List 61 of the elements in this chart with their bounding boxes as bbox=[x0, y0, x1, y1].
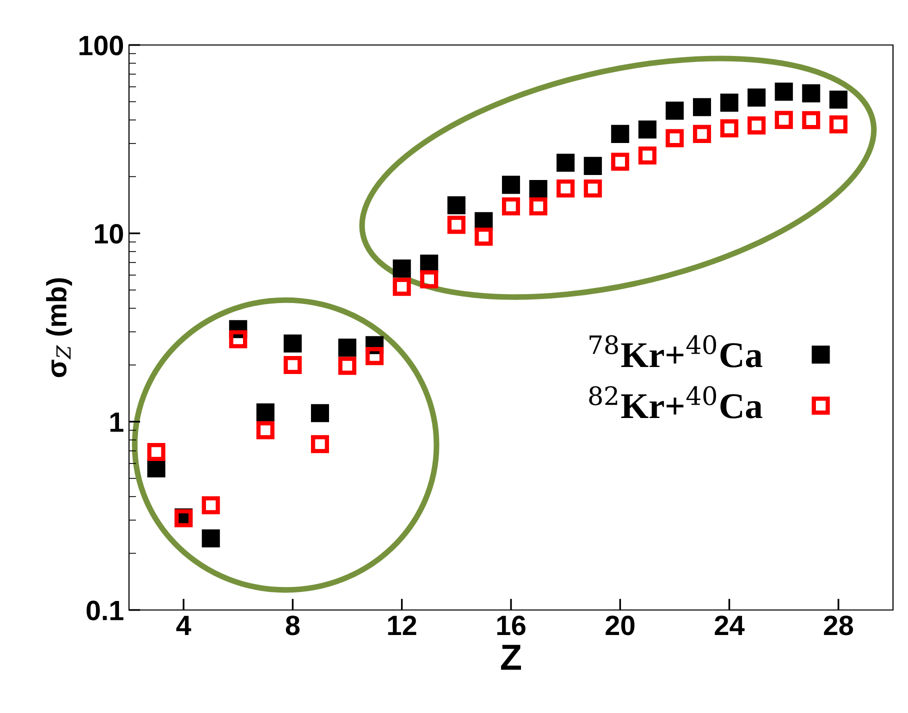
point bbox=[392, 260, 411, 278]
point bbox=[666, 129, 684, 148]
point bbox=[529, 180, 548, 198]
point bbox=[556, 154, 575, 172]
point bbox=[829, 90, 848, 109]
x-tick-label: 24 bbox=[714, 616, 745, 635]
point bbox=[502, 197, 520, 216]
point bbox=[584, 156, 602, 175]
point bbox=[692, 98, 712, 116]
point bbox=[529, 197, 548, 216]
x-tick-label: 28 bbox=[824, 616, 854, 636]
point bbox=[666, 102, 684, 120]
y-tick-label: 0.1 bbox=[86, 600, 124, 620]
point bbox=[447, 196, 466, 214]
point bbox=[310, 404, 330, 422]
point bbox=[256, 421, 274, 440]
point bbox=[638, 120, 656, 139]
y-tick-label: 10 bbox=[94, 224, 124, 244]
point bbox=[774, 110, 793, 129]
point bbox=[802, 84, 820, 102]
point bbox=[392, 278, 411, 296]
point bbox=[202, 529, 220, 548]
point bbox=[366, 347, 384, 366]
point bbox=[638, 146, 656, 165]
point bbox=[802, 111, 820, 130]
y-tick-label: 100 bbox=[80, 36, 124, 56]
point bbox=[256, 403, 274, 422]
y-tick-label: 1 bbox=[110, 412, 124, 432]
point bbox=[720, 119, 738, 138]
point bbox=[611, 152, 630, 171]
point bbox=[748, 88, 766, 107]
point bbox=[720, 94, 738, 112]
point bbox=[338, 356, 356, 375]
point bbox=[447, 216, 466, 234]
point bbox=[338, 338, 356, 357]
legend-label: $^{78}$Kr+$^{40}$Ca bbox=[590, 335, 762, 368]
x-tick-label: 20 bbox=[606, 616, 634, 636]
point bbox=[284, 356, 302, 374]
point bbox=[774, 82, 793, 101]
x-tick-label: 8 bbox=[286, 616, 300, 636]
point bbox=[474, 228, 493, 246]
x-tick-label: 4 bbox=[176, 616, 192, 635]
point bbox=[611, 124, 630, 143]
point bbox=[202, 496, 220, 514]
x-tick-label: 16 bbox=[497, 616, 526, 636]
point bbox=[829, 115, 848, 134]
point bbox=[147, 459, 166, 478]
point bbox=[147, 442, 166, 462]
point bbox=[229, 330, 248, 348]
y-axis-title: σ$_{Z}$ (mb) bbox=[46, 278, 72, 378]
point bbox=[420, 270, 438, 288]
point bbox=[748, 116, 766, 134]
x-tick-label: 12 bbox=[388, 616, 416, 635]
x-axis-title: Z bbox=[501, 644, 521, 670]
point bbox=[584, 179, 602, 198]
point bbox=[310, 435, 330, 454]
point bbox=[556, 179, 575, 198]
point bbox=[284, 334, 302, 353]
legend-label: $^{82}$Kr+$^{40}$Ca bbox=[589, 386, 762, 418]
point bbox=[502, 176, 520, 194]
point bbox=[692, 124, 712, 143]
